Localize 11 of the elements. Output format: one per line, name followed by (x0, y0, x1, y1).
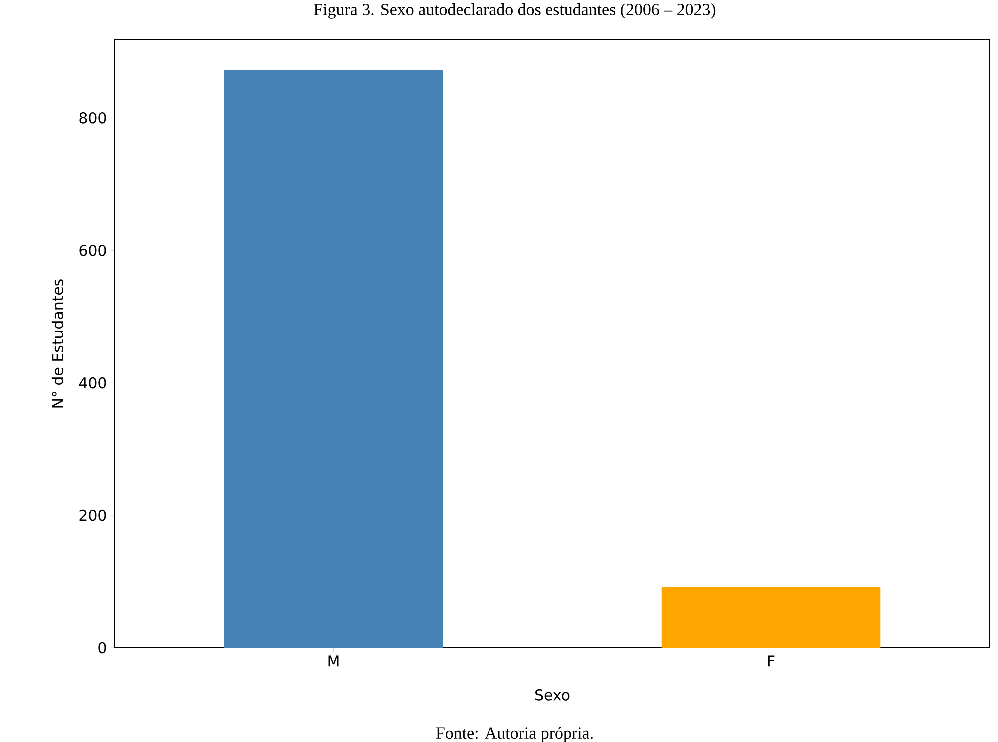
chart-title: Figura 3. Sexo autodeclarado dos estudantes (2006 – 2023) (314, 4, 716, 19)
y-tick-label: 0 (98, 642, 106, 654)
y-tick-label: 400 (79, 377, 106, 389)
x-axis-title: Sexo (536, 690, 570, 701)
x-tick-label: M (328, 656, 339, 667)
y-tick-label: 600 (80, 244, 106, 256)
y-tick-label: 800 (80, 112, 106, 124)
y-tick-label: 200 (80, 510, 106, 522)
x-tick-label: F (768, 656, 775, 667)
source-note: Fonte: Autoria própria. (436, 727, 593, 742)
y-axis-title: N° de Estudantes (52, 280, 64, 408)
